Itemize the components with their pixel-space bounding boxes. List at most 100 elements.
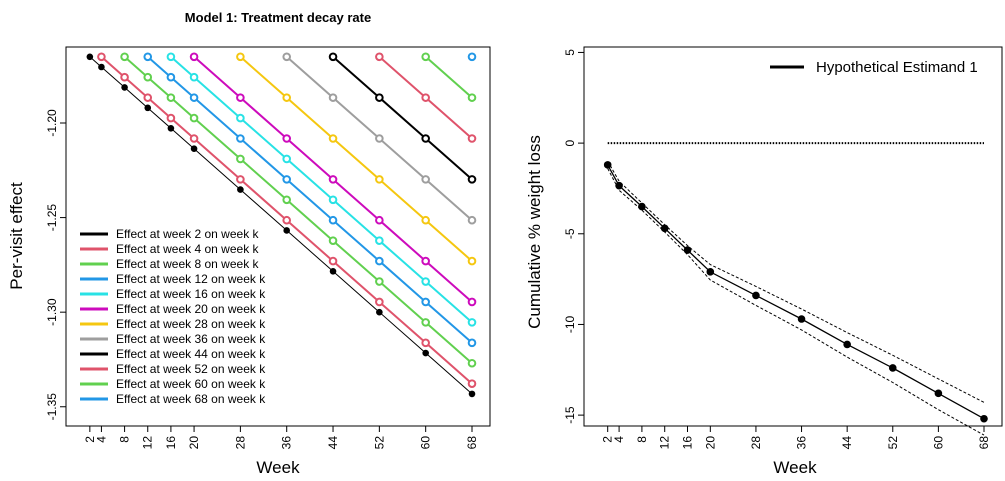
- x-tick-label: 20: [703, 436, 717, 450]
- y-tick-label: -1.35: [45, 393, 59, 421]
- point-7-60: [422, 176, 429, 183]
- x-tick-label: 28: [233, 436, 247, 450]
- point-3-52: [376, 258, 383, 265]
- point-2-36: [283, 197, 290, 204]
- point-week2-44: [330, 268, 337, 275]
- point-1-52: [376, 299, 383, 306]
- x-tick-label: 16: [681, 436, 695, 450]
- y-tick-label: -1.20: [45, 109, 59, 137]
- estimate-line: [608, 165, 984, 419]
- point-7-68: [469, 217, 476, 224]
- legend-label: Effect at week 20 on week k: [116, 302, 266, 316]
- point-week2-36: [283, 227, 290, 234]
- point-6-68: [469, 258, 476, 265]
- legend-label: Effect at week 52 on week k: [116, 362, 266, 376]
- point-1-20: [191, 135, 198, 142]
- point-4-28: [237, 115, 244, 122]
- estimate-point: [889, 364, 897, 372]
- x-tick-label: 60: [931, 436, 945, 450]
- point-week2-8: [121, 84, 128, 91]
- point-3-28: [237, 135, 244, 142]
- legend-label: Effect at week 2 on week k: [116, 227, 260, 241]
- estimate-point: [707, 268, 715, 276]
- point-6-44: [330, 135, 337, 142]
- point-5-60: [422, 258, 429, 265]
- y-tick-label: -5: [563, 228, 577, 239]
- legend-label: Effect at week 12 on week k: [116, 272, 266, 286]
- upper-bound-line: [608, 161, 984, 402]
- point-2-52: [376, 278, 383, 285]
- right-x-axis-label: Week: [773, 458, 817, 477]
- right-series-group: [604, 143, 988, 435]
- point-3-60: [422, 299, 429, 306]
- x-tick-label: 12: [141, 436, 155, 450]
- point-4-60: [422, 278, 429, 285]
- x-tick-label: 8: [635, 436, 649, 443]
- legend-label: Effect at week 28 on week k: [116, 317, 266, 331]
- point-6-52: [376, 176, 383, 183]
- x-tick-label: 68: [465, 436, 479, 450]
- point-open-8: [330, 53, 337, 60]
- point-5-52: [376, 217, 383, 224]
- x-tick-label: 60: [419, 436, 433, 450]
- x-tick-label: 12: [658, 436, 672, 450]
- point-open-1: [98, 53, 105, 60]
- point-6-36: [283, 94, 290, 101]
- legend-label: Effect at week 60 on week k: [116, 377, 266, 391]
- point-4-20: [191, 74, 198, 81]
- point-2-12: [144, 74, 151, 81]
- x-tick-label: 20: [187, 436, 201, 450]
- point-8-52: [376, 94, 383, 101]
- estimate-point: [935, 390, 943, 398]
- point-5-28: [237, 94, 244, 101]
- y-tick-label: 0: [563, 139, 577, 146]
- y-tick-label: -1.25: [45, 204, 59, 232]
- point-week2-20: [191, 145, 198, 152]
- point-1-68: [469, 380, 476, 387]
- estimate-point: [843, 341, 851, 349]
- estimate-point: [980, 415, 988, 423]
- legend-label: Effect at week 36 on week k: [116, 332, 266, 346]
- point-5-44: [330, 176, 337, 183]
- left-chart-title: Model 1: Treatment decay rate: [185, 10, 371, 25]
- point-4-36: [283, 156, 290, 163]
- x-tick-label: 28: [749, 436, 763, 450]
- series-line-6: [240, 57, 472, 261]
- point-2-68: [469, 360, 476, 367]
- x-tick-label: 52: [372, 436, 386, 450]
- point-5-36: [283, 135, 290, 142]
- point-3-36: [283, 176, 290, 183]
- point-8-60: [422, 135, 429, 142]
- estimate-point: [638, 203, 646, 211]
- point-week2-4: [98, 64, 105, 71]
- left-y-axis-label: Per-visit effect: [7, 182, 26, 290]
- x-tick-label: 44: [326, 436, 340, 450]
- point-open-5: [191, 53, 198, 60]
- right-y-axis-label: Cumulative % weight loss: [525, 135, 544, 329]
- point-2-60: [422, 319, 429, 326]
- point-6-60: [422, 217, 429, 224]
- point-week2-60: [422, 350, 429, 357]
- left-x-axis-label: Week: [256, 458, 300, 477]
- point-open-3: [144, 53, 151, 60]
- y-tick-label: -1.30: [45, 298, 59, 326]
- left-chart-panel: Model 1: Treatment decay rate 24 8 12 16 20 2…: [7, 10, 490, 477]
- point-2-28: [237, 156, 244, 163]
- legend-label: Hypothetical Estimand 1: [816, 59, 978, 76]
- point-2-44: [330, 237, 337, 244]
- estimate-point: [684, 246, 692, 254]
- x-tick-label: 68: [977, 436, 991, 450]
- point-5-68: [469, 299, 476, 306]
- point-open-7: [283, 53, 290, 60]
- point-open-6: [237, 53, 244, 60]
- point-3-44: [330, 217, 337, 224]
- point-open-10: [422, 53, 429, 60]
- right-x-axis: 24 8 12 16 20 28 36 44 52 60 68: [601, 426, 991, 449]
- left-y-axis: -1.20 -1.25 -1.30 -1.35: [45, 109, 66, 420]
- right-y-axis: 50-5-10-15: [563, 49, 584, 424]
- point-3-20: [191, 94, 198, 101]
- legend-label: Effect at week 68 on week k: [116, 392, 266, 406]
- estimate-point: [798, 315, 806, 323]
- point-week2-2: [87, 53, 94, 60]
